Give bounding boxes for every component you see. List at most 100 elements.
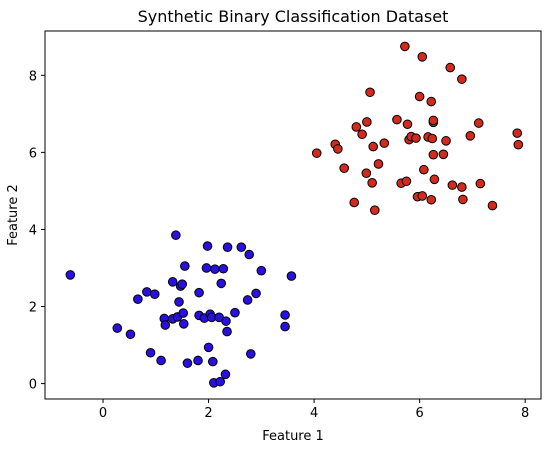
- data-point-class-a: [218, 263, 229, 274]
- data-point-class-b: [473, 118, 484, 128]
- data-point-class-b: [441, 136, 451, 146]
- data-point-class-a: [149, 289, 160, 299]
- data-point-class-b: [401, 176, 412, 187]
- data-point-class-b: [428, 149, 439, 160]
- data-point-class-b: [373, 159, 384, 169]
- data-point-class-a: [180, 261, 190, 271]
- data-point-class-a: [222, 326, 232, 337]
- data-point-class-b: [339, 163, 349, 173]
- data-point-class-b: [513, 139, 524, 150]
- data-point-class-a: [178, 319, 189, 329]
- chart-title: Synthetic Binary Classification Dataset: [138, 7, 449, 26]
- y-tick-label: 0: [29, 378, 37, 393]
- data-point-class-a: [65, 270, 76, 280]
- data-point-class-b: [362, 117, 372, 127]
- x-tick-label: 2: [204, 406, 212, 421]
- data-point-class-a: [244, 249, 255, 260]
- data-point-class-a: [160, 320, 171, 330]
- y-tick-label: 6: [29, 146, 37, 161]
- data-point-class-a: [178, 308, 189, 318]
- data-point-class-b: [426, 194, 437, 205]
- data-point-class-b: [361, 168, 372, 178]
- data-point-class-a: [202, 241, 213, 251]
- data-point-class-a: [203, 342, 214, 353]
- data-point-class-a: [221, 316, 231, 326]
- data-point-class-b: [365, 87, 375, 98]
- data-point-class-a: [125, 329, 136, 340]
- data-point-class-b: [457, 182, 467, 192]
- data-point-class-b: [351, 122, 362, 132]
- data-point-class-a: [193, 355, 203, 366]
- data-point-class-b: [392, 114, 402, 125]
- data-point-class-a: [210, 264, 220, 274]
- data-point-class-b: [333, 144, 343, 154]
- data-point-class-a: [230, 307, 240, 318]
- data-point-class-a: [112, 323, 123, 333]
- y-tick-label: 2: [29, 301, 37, 316]
- data-point-class-b: [349, 197, 360, 208]
- data-point-class-b: [429, 174, 440, 185]
- data-point-class-a: [145, 347, 156, 358]
- data-point-class-b: [379, 138, 390, 148]
- data-point-class-a: [222, 242, 233, 252]
- data-point-class-a: [256, 265, 267, 276]
- data-point-class-b: [427, 133, 438, 144]
- data-point-class-a: [245, 349, 256, 359]
- data-point-class-a: [216, 278, 227, 289]
- data-point-class-a: [220, 369, 231, 380]
- data-point-class-b: [487, 200, 498, 211]
- data-point-class-a: [167, 277, 178, 287]
- x-tick-label: 0: [99, 406, 107, 421]
- data-point-class-b: [369, 205, 380, 215]
- data-point-class-b: [414, 91, 425, 102]
- data-points: [65, 41, 524, 388]
- data-point-class-a: [207, 356, 218, 367]
- data-point-class-a: [251, 288, 261, 299]
- data-point-class-b: [400, 41, 410, 52]
- data-point-class-a: [156, 355, 166, 366]
- data-point-class-b: [445, 62, 456, 73]
- y-tick-label: 8: [29, 69, 37, 84]
- data-point-class-b: [417, 52, 428, 62]
- data-point-class-b: [411, 133, 421, 143]
- data-point-class-b: [465, 131, 476, 141]
- data-point-class-b: [457, 74, 467, 84]
- data-point-class-b: [368, 141, 379, 152]
- data-point-class-a: [177, 279, 187, 289]
- data-point-class-a: [174, 297, 184, 307]
- data-point-class-a: [280, 310, 290, 320]
- data-point-class-a: [236, 242, 247, 252]
- data-point-class-b: [402, 119, 413, 130]
- data-point-class-a: [171, 230, 181, 241]
- data-point-class-b: [438, 149, 449, 160]
- y-axis-label: Feature 2: [6, 184, 21, 246]
- plot-frame: [44, 30, 542, 400]
- data-point-class-b: [357, 129, 367, 140]
- x-axis-label: Feature 1: [262, 429, 324, 444]
- axis-ticks: 0 2 4 6 8 0 2 4 6 8: [29, 69, 530, 421]
- data-point-class-a: [133, 294, 143, 304]
- data-point-class-a: [215, 376, 225, 387]
- x-tick-label: 4: [310, 406, 318, 421]
- data-point-class-b: [417, 191, 428, 201]
- data-point-class-b: [458, 194, 468, 205]
- data-point-class-b: [419, 164, 429, 175]
- x-tick-label: 6: [415, 406, 423, 421]
- data-point-class-b: [426, 96, 437, 107]
- x-tick-label: 8: [521, 406, 529, 421]
- data-point-class-a: [142, 287, 152, 297]
- data-point-class-b: [512, 128, 523, 138]
- data-point-class-b: [311, 148, 322, 158]
- data-point-class-b: [428, 115, 439, 126]
- y-tick-label: 4: [29, 223, 37, 238]
- data-point-class-b: [367, 178, 377, 188]
- data-point-class-a: [201, 263, 212, 273]
- data-point-class-a: [194, 287, 204, 298]
- data-point-class-a: [182, 358, 193, 368]
- data-point-class-b: [447, 180, 458, 190]
- data-point-class-a: [280, 321, 290, 332]
- data-point-class-b: [475, 178, 486, 189]
- data-point-class-a: [242, 295, 253, 305]
